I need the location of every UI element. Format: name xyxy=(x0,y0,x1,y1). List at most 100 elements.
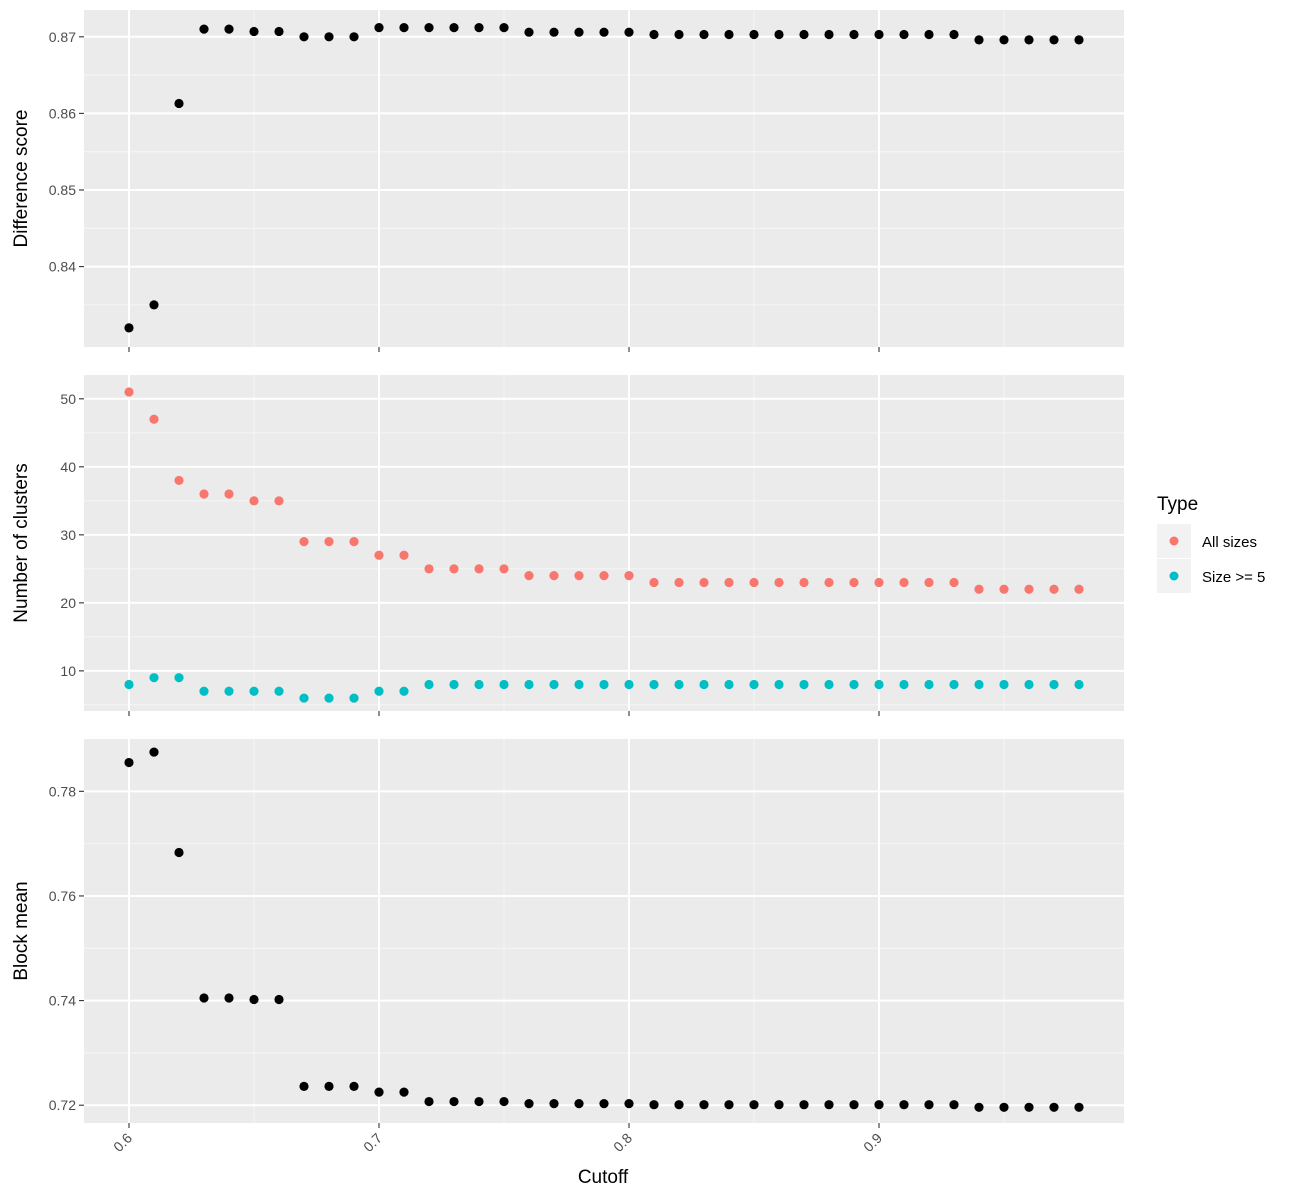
data-point xyxy=(999,1102,1009,1112)
data-point xyxy=(749,577,759,588)
y-tick-label: 0.85 xyxy=(49,182,76,198)
data-point xyxy=(224,686,234,696)
data-point xyxy=(449,23,459,33)
legend: Type All sizes Size >= 5 xyxy=(1157,494,1265,593)
x-tick-label: 0.7 xyxy=(360,1130,385,1155)
data-point xyxy=(1074,679,1084,690)
series-points xyxy=(124,747,1084,1112)
y-tick-label: 30 xyxy=(60,527,76,543)
data-point xyxy=(299,32,309,42)
data-point xyxy=(874,29,884,40)
data-point xyxy=(449,564,459,574)
data-point xyxy=(374,23,384,33)
data-point xyxy=(374,686,384,696)
data-point xyxy=(499,564,509,574)
data-point xyxy=(399,23,409,33)
data-point xyxy=(374,1087,384,1097)
panel-middle: 10 20 30 40 50 Number of clusters xyxy=(11,375,1124,716)
data-point xyxy=(899,577,909,588)
data-point xyxy=(874,1100,884,1110)
data-point xyxy=(124,323,134,333)
data-point xyxy=(949,1100,959,1110)
data-point xyxy=(149,673,159,683)
data-point xyxy=(549,27,559,37)
data-point xyxy=(449,1096,459,1107)
data-point xyxy=(999,35,1009,45)
data-point xyxy=(274,994,284,1005)
data-point xyxy=(474,23,484,33)
data-point xyxy=(1024,584,1034,594)
data-point xyxy=(574,27,584,37)
data-point xyxy=(249,994,259,1005)
data-point xyxy=(249,26,259,37)
data-point xyxy=(224,24,234,34)
data-point xyxy=(174,98,184,109)
data-point xyxy=(199,993,209,1003)
data-point xyxy=(574,679,584,690)
data-point xyxy=(474,679,484,690)
data-point xyxy=(899,679,909,690)
data-point xyxy=(724,679,734,690)
y-tick-label: 0.87 xyxy=(49,29,76,45)
data-point xyxy=(199,489,209,499)
data-point xyxy=(524,679,534,690)
data-point xyxy=(374,550,384,560)
series-size-5 xyxy=(124,673,1084,703)
data-point xyxy=(524,571,534,581)
data-point xyxy=(674,1100,684,1110)
legend-key-all-sizes xyxy=(1169,536,1179,546)
data-point xyxy=(549,679,559,690)
data-point xyxy=(824,29,834,40)
data-point xyxy=(674,679,684,690)
data-point xyxy=(599,679,609,690)
data-point xyxy=(499,1096,509,1107)
y-axis-title: Number of clusters xyxy=(11,463,32,622)
y-tick-label: 20 xyxy=(60,595,76,611)
data-point xyxy=(849,679,859,690)
data-point xyxy=(974,679,984,690)
data-point xyxy=(274,496,284,506)
data-point xyxy=(849,1100,859,1110)
data-point xyxy=(349,537,359,547)
data-point xyxy=(799,29,809,40)
data-point xyxy=(1074,1102,1084,1112)
legend-label-size-5: Size >= 5 xyxy=(1202,569,1265,586)
data-point xyxy=(599,1099,609,1109)
data-point xyxy=(799,1100,809,1110)
data-point xyxy=(849,577,859,588)
data-point xyxy=(624,679,634,690)
data-point xyxy=(649,577,659,588)
data-point xyxy=(449,679,459,690)
data-point xyxy=(499,23,509,33)
x-tick-label: 0.6 xyxy=(110,1130,135,1155)
data-point xyxy=(1024,35,1034,45)
data-point xyxy=(524,1099,534,1109)
data-point xyxy=(349,32,359,42)
data-point xyxy=(524,27,534,37)
data-point xyxy=(949,29,959,40)
data-point xyxy=(399,686,409,696)
data-point xyxy=(424,23,434,33)
data-point xyxy=(1074,35,1084,45)
data-point xyxy=(499,679,509,690)
data-point xyxy=(924,29,934,40)
data-point xyxy=(149,300,159,310)
data-point xyxy=(899,1100,909,1110)
data-point xyxy=(349,693,359,703)
data-point xyxy=(874,577,884,588)
data-point xyxy=(649,1100,659,1110)
y-tick-label: 40 xyxy=(60,459,76,475)
x-tick-label: 0.8 xyxy=(610,1130,635,1155)
data-point xyxy=(599,571,609,581)
y-tick-label: 0.72 xyxy=(49,1097,76,1113)
data-point xyxy=(774,577,784,588)
data-point xyxy=(474,564,484,574)
data-point xyxy=(824,577,834,588)
x-axis-title: Cutoff xyxy=(578,1167,629,1188)
x-tick-label: 0.9 xyxy=(860,1130,885,1155)
data-point xyxy=(674,577,684,588)
data-point xyxy=(299,537,309,547)
data-point xyxy=(824,1100,834,1110)
data-point xyxy=(974,584,984,594)
